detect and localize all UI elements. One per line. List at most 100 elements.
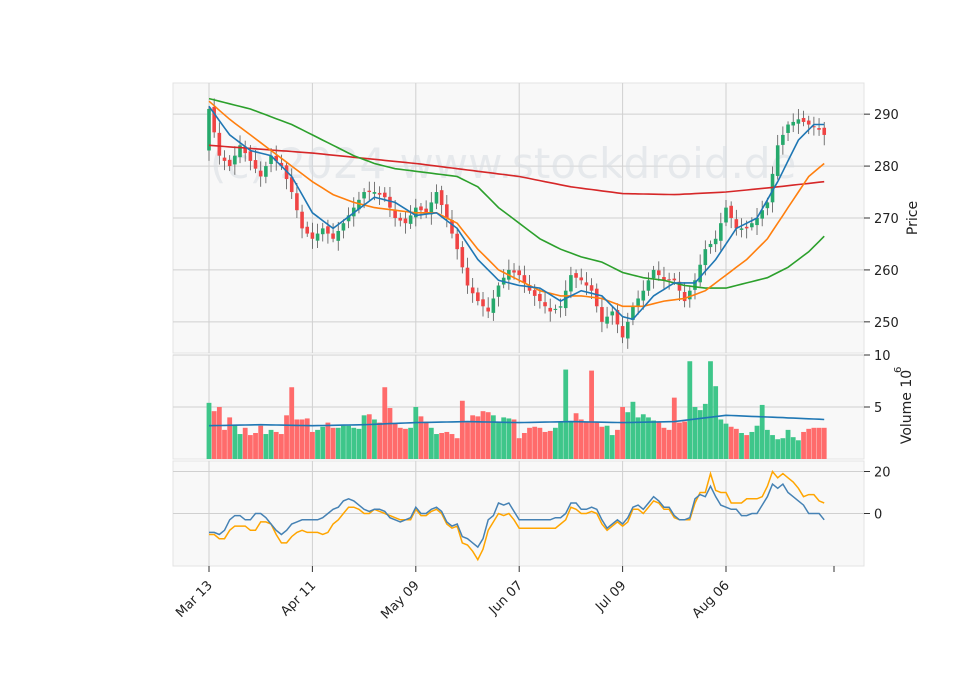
volume-bar xyxy=(558,421,563,459)
candle-body xyxy=(605,316,609,324)
volume-bar xyxy=(542,431,548,459)
candle-body xyxy=(698,264,702,283)
sma-mid-line xyxy=(208,100,825,308)
volume-bar xyxy=(801,431,806,459)
candle-body xyxy=(760,210,764,219)
candle-body xyxy=(620,326,625,338)
candle-body xyxy=(362,192,366,199)
volume-bar xyxy=(671,397,677,459)
candle-body xyxy=(543,302,547,307)
candle-body xyxy=(734,219,739,229)
volume-bar xyxy=(754,425,760,459)
candle-body xyxy=(796,119,801,124)
volume-bar xyxy=(568,421,574,459)
candle-body xyxy=(491,298,496,313)
indicator-main-line xyxy=(209,482,825,549)
candle-body xyxy=(739,228,744,230)
price-tick-label: 250 xyxy=(874,316,899,331)
candle-body xyxy=(424,208,428,213)
candle-body xyxy=(625,321,630,339)
volume-bar xyxy=(320,426,326,459)
volume-bar xyxy=(521,433,527,459)
candle-body xyxy=(408,215,413,224)
candle-body xyxy=(589,285,594,291)
volume-bar xyxy=(563,369,569,459)
candle-body xyxy=(553,308,558,310)
candle-body xyxy=(817,128,821,130)
volume-bar xyxy=(206,402,212,459)
volume-bar xyxy=(485,412,491,459)
candle-body xyxy=(631,306,635,320)
indicator-signal-line xyxy=(209,469,825,562)
candle-body xyxy=(765,202,770,209)
volume-bar xyxy=(594,422,600,459)
volume-bar xyxy=(739,433,744,459)
grid-lines xyxy=(173,83,864,566)
volume-bar xyxy=(651,420,657,459)
volume-bar xyxy=(351,427,357,459)
candle-body xyxy=(610,311,615,316)
candle-body xyxy=(548,307,553,312)
candle-body xyxy=(724,207,728,223)
candle-body xyxy=(786,124,790,133)
volume-bar xyxy=(315,429,320,459)
candle-body xyxy=(367,190,372,193)
candle-body xyxy=(750,223,754,228)
volume-bar xyxy=(630,401,636,459)
volume-bar xyxy=(268,429,274,459)
candle-body xyxy=(382,192,387,198)
volume-bar xyxy=(273,431,279,459)
volume-bar xyxy=(666,429,672,459)
price-tick-label: 290 xyxy=(874,108,899,123)
candle-body xyxy=(403,218,408,224)
volume-bar xyxy=(785,429,791,459)
candle-body xyxy=(258,170,263,177)
candle-body xyxy=(429,202,434,215)
volume-bar xyxy=(759,404,765,459)
candle-body xyxy=(558,306,563,308)
volume-bar xyxy=(708,361,713,459)
volume-bar xyxy=(728,426,734,459)
candle-body xyxy=(341,223,346,231)
candle-body xyxy=(677,281,682,291)
candle-body xyxy=(320,228,325,235)
candle-body xyxy=(791,121,796,126)
volume-bar xyxy=(459,400,465,459)
candle-body xyxy=(455,233,459,250)
candle-body xyxy=(801,117,806,122)
volume-bar xyxy=(216,407,222,459)
candle-body xyxy=(393,209,397,218)
volume-bar xyxy=(697,410,703,459)
volume-bar xyxy=(795,440,801,459)
candle-body xyxy=(357,199,361,210)
volume-bar xyxy=(537,427,543,459)
volume-bar xyxy=(780,438,786,459)
candle-body xyxy=(755,218,759,226)
volume-bar xyxy=(263,434,269,459)
candle-body xyxy=(486,307,490,312)
volume-bar xyxy=(490,415,496,459)
volume-average-line xyxy=(208,414,825,427)
sma-fast-line xyxy=(208,105,825,321)
volume-bar xyxy=(227,417,233,459)
candle-body xyxy=(672,278,677,281)
candle-body xyxy=(656,270,661,276)
candle-body xyxy=(279,162,284,167)
volume-bar xyxy=(547,430,553,459)
volume-bar xyxy=(247,435,253,459)
volume-bar xyxy=(749,431,755,459)
candle-body xyxy=(233,155,237,165)
candle-body xyxy=(346,215,351,222)
volume-bar xyxy=(506,418,512,459)
candle-body xyxy=(781,134,785,145)
volume-series xyxy=(206,361,827,459)
volume-bar xyxy=(403,428,408,459)
volume-bar xyxy=(356,428,362,459)
volume-bar xyxy=(242,427,248,459)
volume-bar xyxy=(723,423,729,459)
volume-bar xyxy=(713,386,719,459)
volume-bar xyxy=(325,422,331,459)
sma-long-line xyxy=(208,144,825,196)
candle-body xyxy=(703,249,708,266)
candle-body xyxy=(522,275,527,283)
